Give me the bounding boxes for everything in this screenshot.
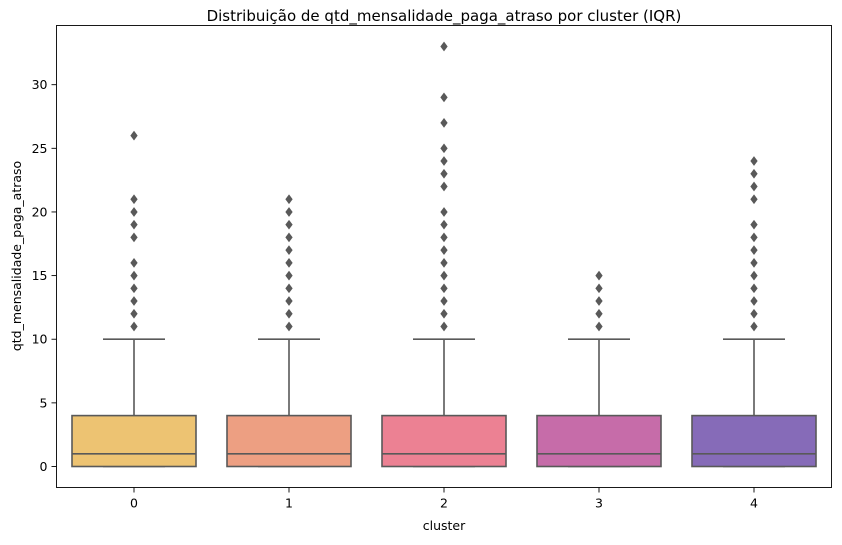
outlier-point xyxy=(440,41,448,52)
outlier-point xyxy=(750,156,758,166)
outlier-point xyxy=(750,270,758,281)
outlier-point xyxy=(595,321,603,332)
outlier-point xyxy=(285,296,293,306)
box-group-3 xyxy=(536,270,662,468)
box-iqr xyxy=(536,414,662,468)
x-tick-label: 3 xyxy=(595,496,603,511)
box-group-1 xyxy=(226,194,352,468)
axes: 0 1 2 3 4 0 5 10 15 20 25 30 xyxy=(32,77,758,510)
outlier-point xyxy=(595,308,603,319)
outlier-point xyxy=(440,117,448,128)
x-tick-label: 0 xyxy=(130,496,138,511)
outlier-point xyxy=(750,232,758,243)
outlier-point xyxy=(750,181,758,192)
outlier-point xyxy=(440,283,448,294)
box-iqr xyxy=(691,414,817,468)
y-tick-label: 20 xyxy=(32,204,48,219)
outlier-point xyxy=(285,270,293,281)
outlier-point xyxy=(440,156,448,166)
chart-title: Distribuição de qtd_mensalidade_paga_atr… xyxy=(207,7,682,26)
outlier-point xyxy=(285,219,293,230)
outlier-point xyxy=(130,283,138,294)
outlier-point xyxy=(440,168,448,179)
outlier-point xyxy=(285,321,293,332)
outlier-point xyxy=(440,245,448,256)
outlier-point xyxy=(285,283,293,294)
outlier-point xyxy=(750,219,758,230)
outlier-point xyxy=(595,283,603,294)
outlier-point xyxy=(440,207,448,217)
outlier-point xyxy=(130,270,138,281)
y-tick-label: 5 xyxy=(40,395,48,410)
outlier-point xyxy=(440,308,448,319)
y-tick-label: 25 xyxy=(32,141,48,156)
outlier-point xyxy=(440,143,448,154)
outlier-point xyxy=(750,296,758,306)
outlier-point xyxy=(130,321,138,332)
y-axis-label: qtd_mensalidade_paga_atraso xyxy=(9,161,24,351)
box-iqr xyxy=(226,414,352,468)
outlier-point xyxy=(285,194,293,205)
outlier-point xyxy=(130,232,138,243)
outlier-point xyxy=(595,296,603,306)
box-group-0 xyxy=(71,130,197,468)
outlier-point xyxy=(130,194,138,205)
box-iqr xyxy=(381,414,507,468)
outlier-point xyxy=(285,257,293,268)
outlier-point xyxy=(440,181,448,192)
outlier-point xyxy=(440,321,448,332)
outlier-point xyxy=(440,270,448,281)
box-group-2 xyxy=(381,41,507,468)
outlier-point xyxy=(285,232,293,243)
outlier-point xyxy=(440,219,448,230)
x-tick-label: 2 xyxy=(440,496,448,511)
outlier-point xyxy=(750,194,758,205)
y-tick-label: 30 xyxy=(32,77,48,92)
outlier-point xyxy=(285,245,293,256)
outlier-point xyxy=(130,257,138,268)
outlier-point xyxy=(440,232,448,243)
plot-area xyxy=(71,41,817,468)
outlier-point xyxy=(750,283,758,294)
outlier-point xyxy=(440,296,448,306)
outlier-point xyxy=(440,257,448,268)
x-tick-label: 4 xyxy=(750,496,758,511)
y-tick-label: 15 xyxy=(32,268,48,283)
outlier-point xyxy=(750,321,758,332)
outlier-point xyxy=(130,308,138,319)
x-tick-label: 1 xyxy=(285,496,293,511)
outlier-point xyxy=(440,92,448,103)
box-iqr xyxy=(71,414,197,468)
outlier-point xyxy=(285,207,293,217)
outlier-point xyxy=(130,219,138,230)
outlier-point xyxy=(130,130,138,141)
outlier-point xyxy=(750,257,758,268)
outlier-point xyxy=(130,296,138,306)
outlier-point xyxy=(285,308,293,319)
outlier-point xyxy=(130,207,138,217)
outlier-point xyxy=(750,308,758,319)
x-axis-label: cluster xyxy=(423,518,466,533)
box-group-4 xyxy=(691,156,817,468)
y-tick-label: 10 xyxy=(32,332,48,347)
outlier-point xyxy=(750,168,758,179)
y-tick-label: 0 xyxy=(40,459,48,474)
outlier-point xyxy=(595,270,603,281)
outlier-point xyxy=(750,245,758,256)
